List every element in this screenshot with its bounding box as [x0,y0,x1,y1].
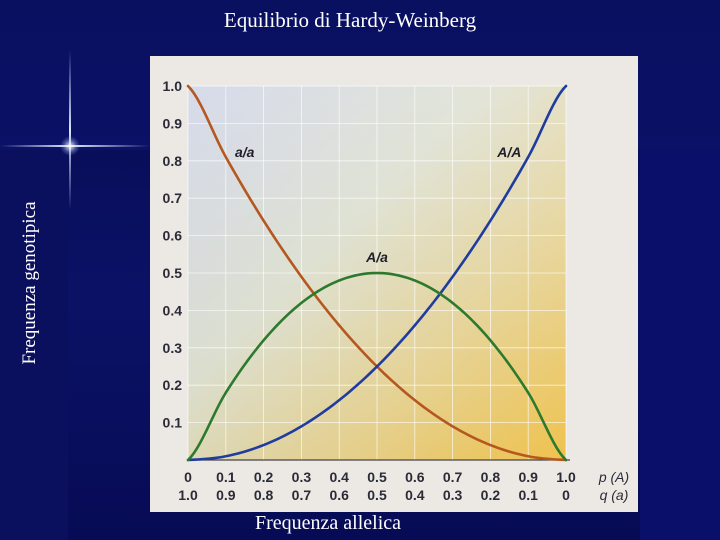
q-tick-label: 0 [562,487,570,503]
chart-figure: 0.1 0.2 0.3 0.4 0.5 0.6 0.7 0.8 0.9 1.0 0 0.1 0.2 0.3… [150,56,638,512]
y-tick-label: 0.6 [163,228,183,244]
q-tick-label: 0.6 [329,487,349,503]
series-label: A/A [496,144,521,160]
y-tick-label: 0.8 [163,153,183,169]
p-axis-name: p (A) [598,469,629,485]
series-line-a-a [186,84,568,462]
p-tick-label: 0.3 [292,469,312,485]
p-tick-label: 0.1 [216,469,236,485]
q-tick-label: 0.8 [254,487,274,503]
y-tick-label: 0.9 [163,115,183,131]
q-tick-label: 1.0 [178,487,198,503]
right-band [640,150,720,540]
sparkle-star-icon [60,136,80,156]
series-label: A/a [365,249,388,265]
y-tick-label: 0.5 [163,265,183,281]
series-label: a/a [235,144,255,160]
y-tick-label: 0.3 [163,340,183,356]
slide-title: Equilibrio di Hardy-Weinberg [223,8,477,32]
p-tick-label: 0.6 [405,469,425,485]
y-tick-label: 0.4 [163,302,183,318]
p-tick-label: 0.7 [443,469,463,485]
sparkle-vertical [69,50,71,210]
p-tick-label: 0.9 [518,469,538,485]
hardy-weinberg-chart: 0.1 0.2 0.3 0.4 0.5 0.6 0.7 0.8 0.9 1.0 0 0.1 0.2 0.3… [150,56,638,512]
q-tick-label: 0.5 [367,487,387,503]
p-tick-label: 0.8 [481,469,501,485]
y-tick-label: 0.2 [163,377,183,393]
p-tick-label: 1.0 [556,469,576,485]
y-tick-label: 0.7 [163,190,183,206]
p-tick-label: 0.2 [254,469,274,485]
p-tick-label: 0 [184,469,192,485]
q-tick-label: 0.2 [481,487,501,503]
q-tick-label: 0.3 [443,487,463,503]
p-tick-label: 0.5 [367,469,387,485]
q-axis-name: q (a) [600,487,629,503]
q-tick-label: 0.4 [405,487,425,503]
q-tick-label: 0.9 [216,487,236,503]
series-line-a-a [186,271,568,462]
y-axis-label: Frequenza genotipica [19,201,40,365]
q-tick-label: 0.7 [292,487,312,503]
q-tick-label: 0.1 [518,487,538,503]
y-tick-label: 1.0 [163,78,183,94]
left-band [0,150,68,540]
y-tick-label: 0.1 [163,415,183,431]
x-axis-label: Frequenza allelica [255,512,402,534]
p-tick-label: 0.4 [329,469,349,485]
